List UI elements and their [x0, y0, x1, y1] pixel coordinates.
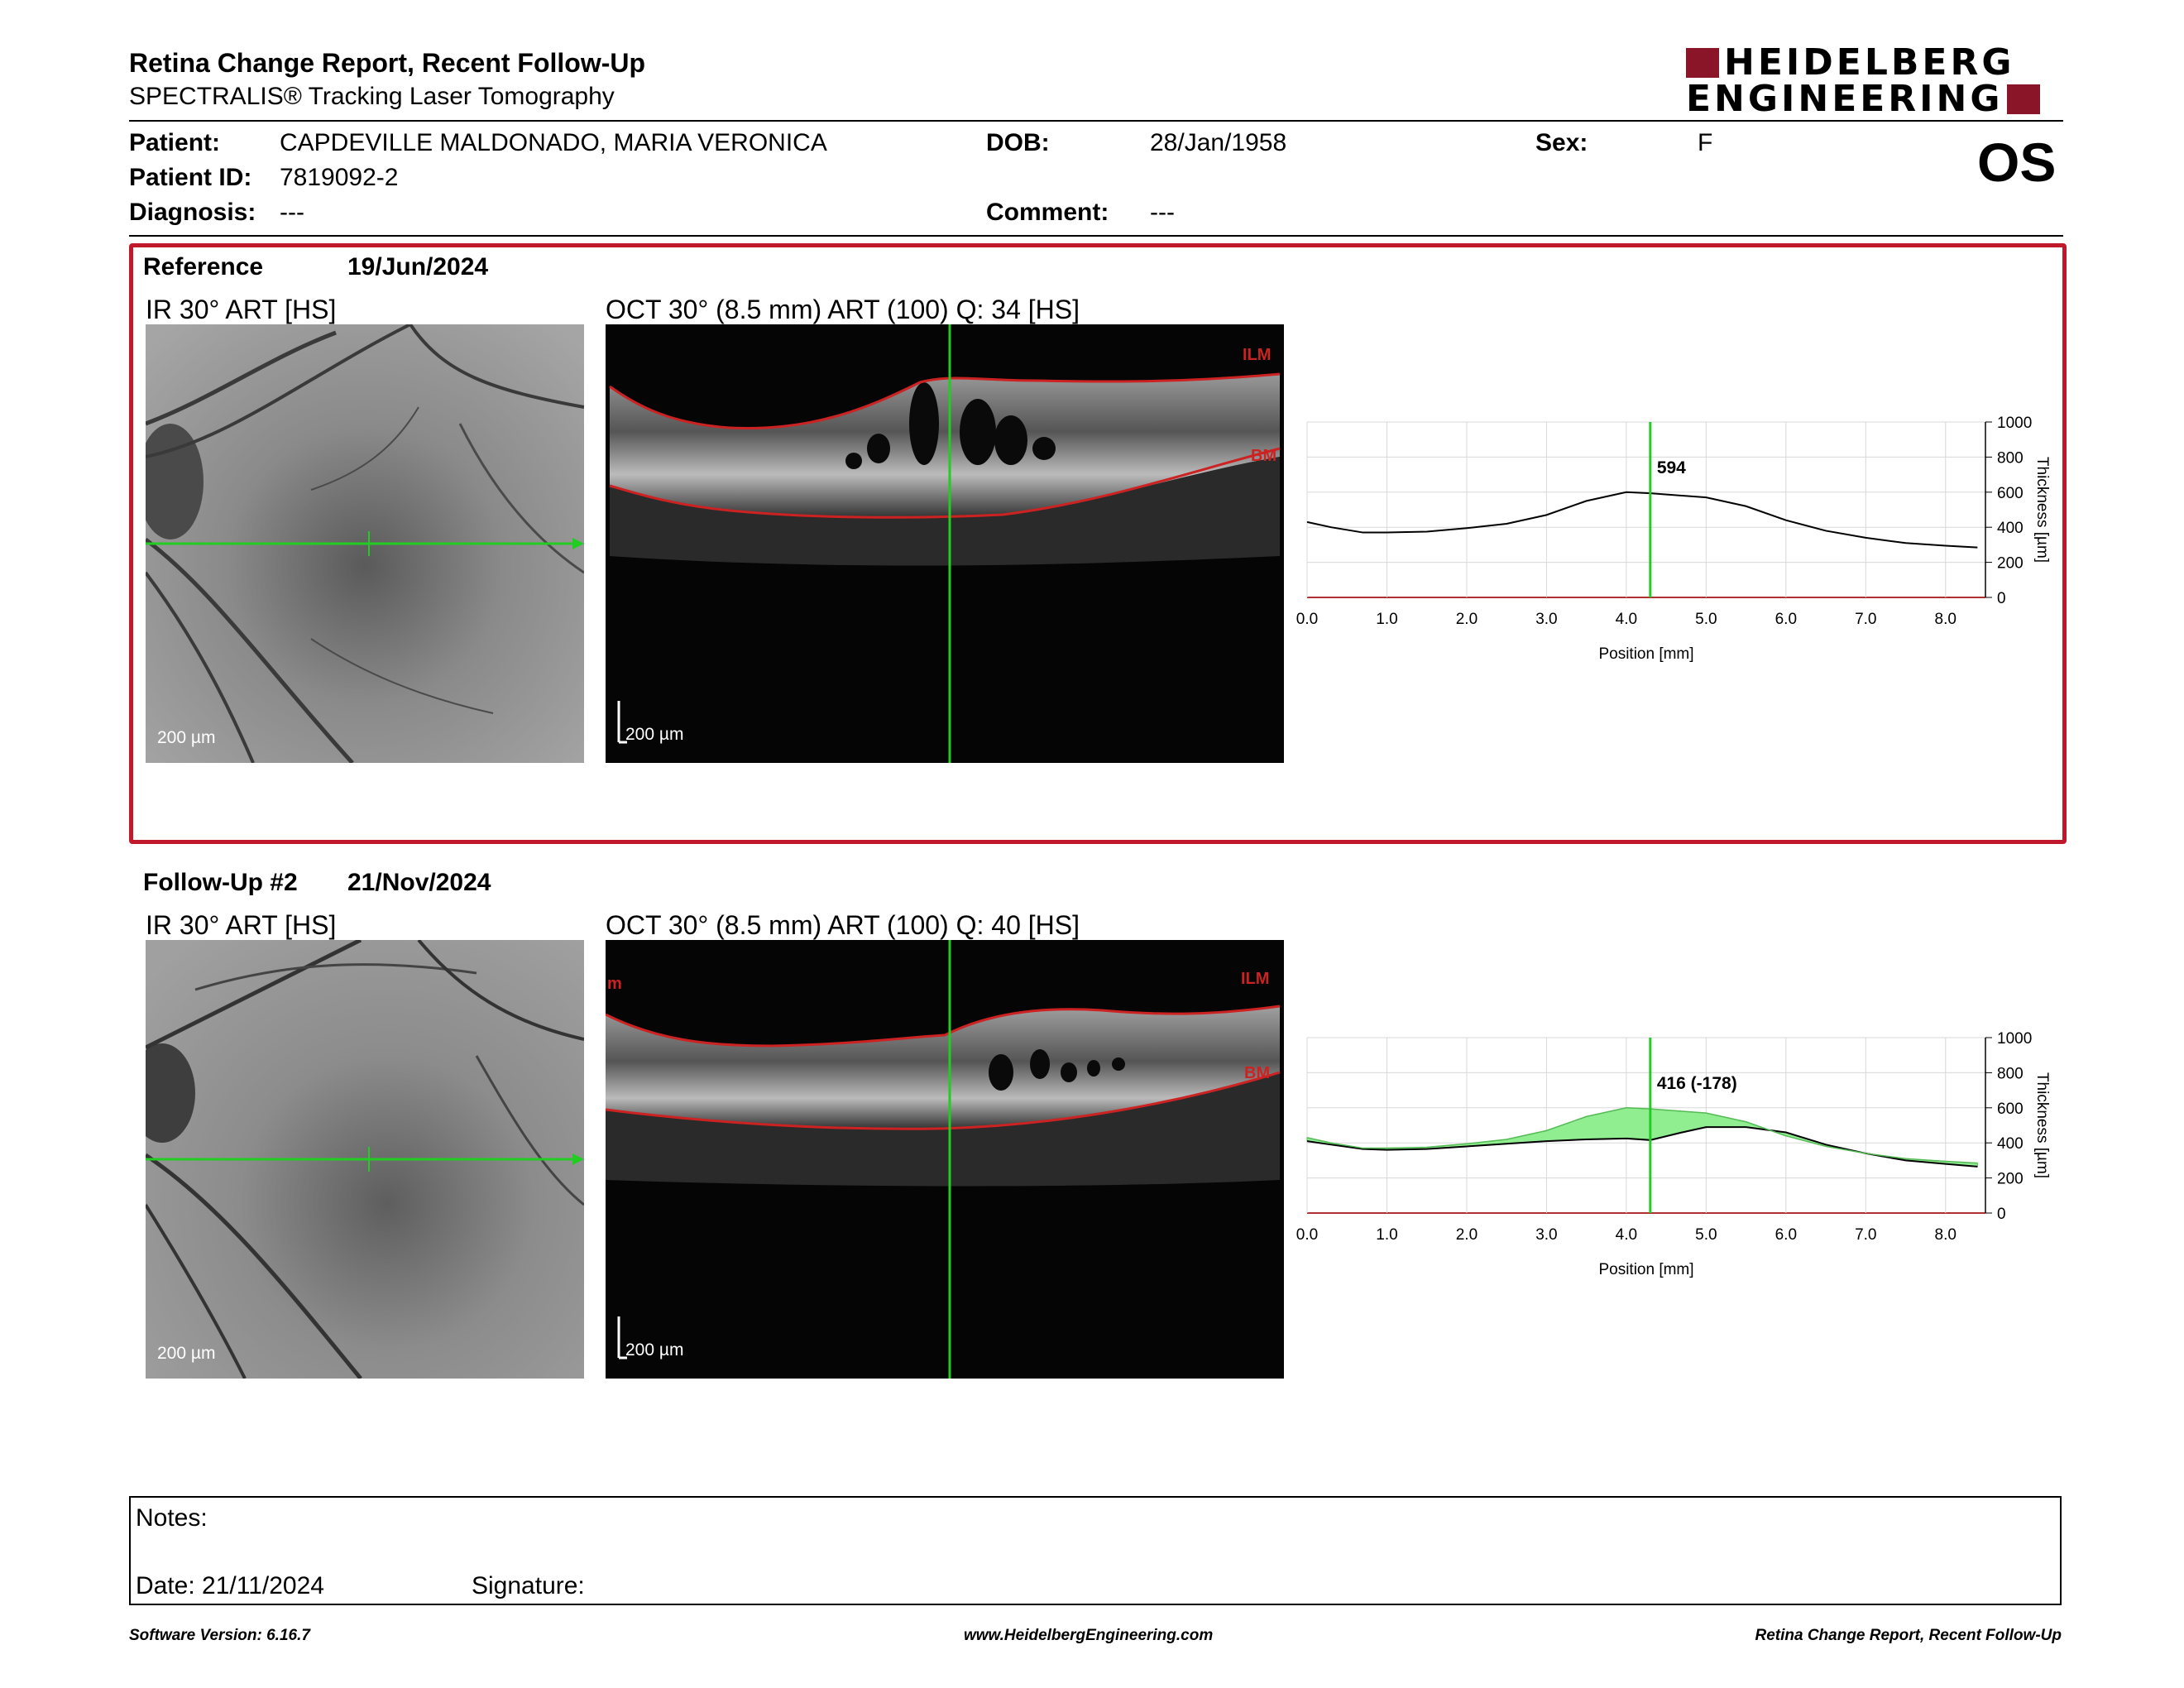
followup-date: 21/Nov/2024 — [347, 869, 491, 896]
eye-indicator: OS — [1977, 132, 2057, 193]
followup-chart-ytick-label: 0 — [1997, 1206, 2006, 1223]
followup-chart-ytick-label: 400 — [1997, 1135, 2024, 1153]
reference-chart-xtick-label: 3.0 — [1535, 611, 1557, 628]
patient-id-value: 7819092-2 — [280, 164, 399, 191]
followup-chart-marker-label: 416 (-178) — [1657, 1074, 1737, 1093]
signature-label: Signature: — [472, 1572, 585, 1599]
followup-chart-ytick-label: 800 — [1997, 1065, 2024, 1082]
followup-chart-ytick-label: 1000 — [1997, 1030, 2032, 1048]
comment-label: Comment: — [986, 199, 1109, 226]
diagnosis-value: --- — [280, 199, 304, 226]
sex-label: Sex: — [1535, 129, 1588, 156]
reference-chart-ytick-label: 200 — [1997, 555, 2024, 573]
patient-id-label: Patient ID: — [129, 164, 252, 191]
reference-oct-image: ILM BM 200 µm — [606, 324, 1284, 763]
followup-chart-reference-line — [1306, 1107, 1978, 1164]
comment-value: --- — [1150, 199, 1175, 226]
followup-chart-xtick-label: 3.0 — [1535, 1226, 1557, 1244]
followup-ir-image: 200 µm — [146, 940, 584, 1379]
followup-chart-xtick-label: 1.0 — [1376, 1226, 1397, 1244]
reference-ir-scale: 200 µm — [157, 728, 216, 747]
logo-row-2: ENGINEERING — [1686, 81, 2040, 117]
followup-edge-mark: m — [607, 975, 622, 993]
followup-chart-xtick-label: 8.0 — [1935, 1226, 1956, 1244]
dob-value: 28/Jan/1958 — [1150, 129, 1287, 156]
reference-ir-caption: IR 30° ART [HS] — [146, 295, 337, 324]
notes-label: Notes: — [136, 1504, 208, 1532]
followup-chart-difference-area — [1306, 1107, 1978, 1168]
reference-chart-ytick-label: 600 — [1997, 485, 2024, 502]
reference-chart-ytick-label: 400 — [1997, 520, 2024, 537]
followup-ir-caption: IR 30° ART [HS] — [146, 910, 337, 940]
logo: HEIDELBERG — [1686, 45, 2014, 81]
reference-label: Reference — [143, 253, 264, 281]
patient-label: Patient: — [129, 129, 221, 156]
reference-chart-x-axis-label: Position [mm] — [1598, 645, 1693, 662]
patient-divider — [129, 235, 2063, 237]
diagnosis-label: Diagnosis: — [129, 199, 256, 226]
followup-label: Follow-Up #2 — [143, 869, 298, 896]
reference-chart-xtick-label: 4.0 — [1616, 611, 1637, 628]
reference-ilm-label: ILM — [1243, 346, 1272, 364]
followup-chart-x-axis-label: Position [mm] — [1598, 1261, 1693, 1278]
reference-chart-ytick-label: 800 — [1997, 449, 2024, 467]
header-divider — [129, 120, 2063, 122]
followup-chart-xtick-label: 0.0 — [1296, 1226, 1318, 1244]
footer-report-name: Retina Change Report, Recent Follow-Up — [1755, 1627, 2062, 1644]
software-version: Software Version: 6.16.7 — [129, 1627, 310, 1644]
followup-chart-y-axis-label: Thickness [µm] — [2033, 1072, 2051, 1178]
reference-chart-xtick-label: 6.0 — [1775, 611, 1797, 628]
followup-oct-scale: 200 µm — [625, 1340, 684, 1360]
logo-square-icon — [2006, 84, 2040, 114]
reference-chart-y-axis-label: Thickness [µm] — [2033, 457, 2051, 563]
reference-chart-xtick-label: 7.0 — [1855, 611, 1876, 628]
reference-chart-xtick-label: 8.0 — [1935, 611, 1956, 628]
reference-thickness-chart: 0 200 400 600 800 1000 0.0 1.0 2.0 3.0 4.0 5.0 6.0 7.… — [1296, 415, 2051, 662]
followup-ilm-label: ILM — [1241, 970, 1270, 988]
dob-label: DOB: — [986, 129, 1050, 156]
patient-name: CAPDEVILLE MALDONADO, MARIA VERONICA — [280, 129, 827, 156]
sex-value: F — [1698, 129, 1713, 156]
followup-chart-ytick-label: 600 — [1997, 1101, 2024, 1118]
followup-chart-xtick-label: 2.0 — [1456, 1226, 1478, 1244]
report-subtitle: SPECTRALIS® Tracking Laser Tomography — [129, 83, 615, 110]
notes-box[interactable]: Notes: Date: 21/11/2024 Signature: — [129, 1496, 2062, 1605]
reference-chart-marker-label: 594 — [1657, 458, 1686, 477]
followup-oct-caption: OCT 30° (8.5 mm) ART (100) Q: 40 [HS] — [606, 910, 1080, 940]
followup-bm-label: BM — [1244, 1064, 1271, 1082]
followup-chart-xtick-label: 5.0 — [1695, 1226, 1717, 1244]
followup-chart-xtick-label: 4.0 — [1616, 1226, 1637, 1244]
logo-text-2: ENGINEERING — [1686, 78, 2004, 120]
report-title: Retina Change Report, Recent Follow-Up — [129, 48, 646, 78]
reference-chart-xtick-label: 5.0 — [1695, 611, 1717, 628]
followup-thickness-chart: 0 200 400 600 800 1000 0.0 1.0 2.0 3.0 4.0 5.0 6.0 7.… — [1296, 1030, 2051, 1278]
logo-square-icon — [1686, 48, 1719, 78]
reference-oct-scale: 200 µm — [625, 725, 684, 744]
followup-chart-xtick-label: 6.0 — [1775, 1226, 1797, 1244]
followup-chart-xtick-label: 7.0 — [1855, 1226, 1876, 1244]
reference-oct-caption: OCT 30° (8.5 mm) ART (100) Q: 34 [HS] — [606, 295, 1080, 324]
reference-frame — [129, 243, 2067, 844]
logo-text-1: HEIDELBERG — [1724, 41, 2015, 84]
reference-date: 19/Jun/2024 — [347, 253, 489, 281]
reference-chart-xtick-label: 2.0 — [1456, 611, 1478, 628]
followup-oct-image: m ILM BM 200 µm — [606, 940, 1284, 1379]
reference-chart-ytick-label: 1000 — [1997, 415, 2032, 432]
date-label: Date: 21/11/2024 — [136, 1572, 324, 1599]
reference-chart-ytick-label: 0 — [1997, 590, 2006, 607]
website-link[interactable]: www.HeidelbergEngineering.com — [964, 1627, 1214, 1644]
followup-chart-ytick-label: 200 — [1997, 1171, 2024, 1188]
reference-ir-image: 200 µm — [146, 324, 584, 763]
reference-chart-xtick-label: 0.0 — [1296, 611, 1318, 628]
reference-chart-xtick-label: 1.0 — [1376, 611, 1397, 628]
reference-chart-series-line — [1306, 491, 1978, 549]
followup-ir-scale: 200 µm — [157, 1344, 216, 1363]
reference-bm-label: BM — [1251, 447, 1277, 465]
